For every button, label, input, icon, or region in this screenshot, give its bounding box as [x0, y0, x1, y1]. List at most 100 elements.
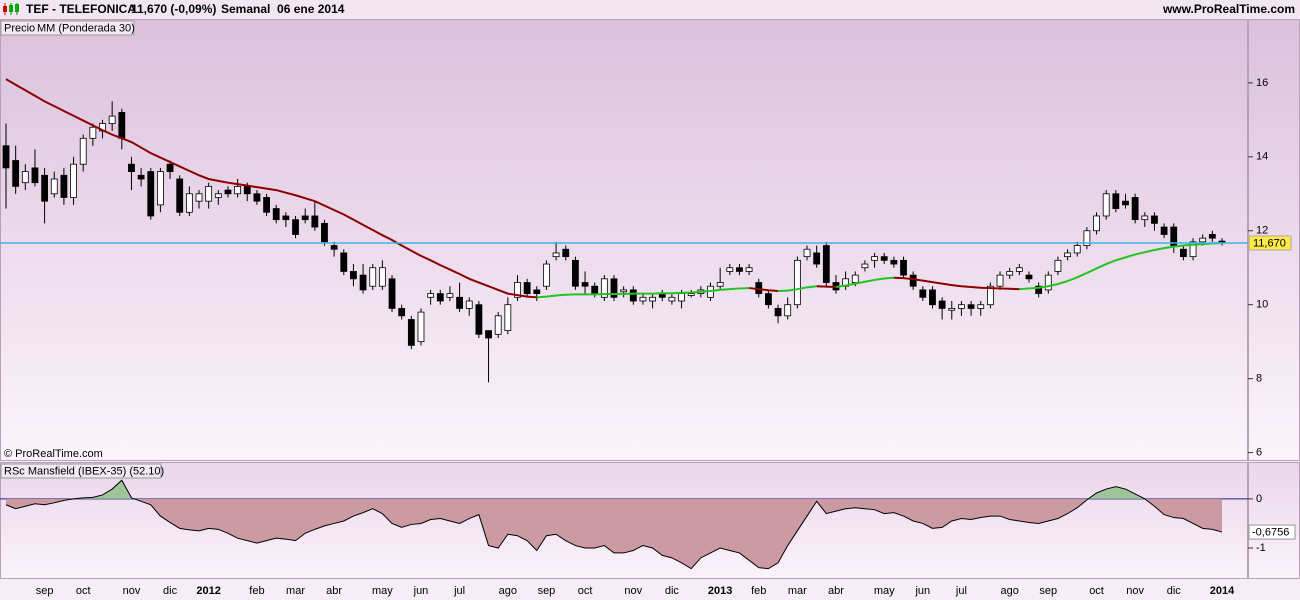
x-tick-label: feb [751, 585, 766, 597]
price-tag-label: 11,670 [1253, 237, 1286, 249]
rsc-title: RSc Mansfield (IBEX-35) (52.10) [4, 465, 164, 477]
price-tag [1248, 235, 1292, 251]
y-tick-label: 14 [1256, 151, 1268, 163]
candle-body [485, 330, 492, 339]
x-tick-label: feb [249, 585, 264, 597]
candle-body [900, 259, 907, 276]
candle-body [938, 300, 946, 309]
candle-body [533, 289, 541, 295]
candle-body [70, 163, 77, 198]
candle-body [41, 174, 49, 202]
candle-body [108, 115, 116, 124]
candle-body [552, 252, 560, 258]
x-tick-label: abr [828, 585, 844, 597]
candle-body [822, 245, 830, 283]
candle-body [475, 304, 483, 335]
candle-body [784, 304, 792, 317]
candle-body [1044, 274, 1052, 291]
last-value-tag [1248, 524, 1296, 540]
candle-body [1054, 259, 1062, 272]
candle-body [263, 197, 270, 213]
candle-body [1199, 237, 1207, 243]
candle-body [427, 293, 435, 298]
candle-body [890, 259, 898, 265]
candle-body [311, 215, 319, 228]
candle-body [562, 248, 570, 258]
area-positive [6, 480, 1222, 499]
moving-average [893, 276, 1020, 291]
candle-body [50, 178, 58, 195]
candle-body [620, 289, 628, 293]
candle-body [851, 274, 859, 283]
x-tick-label: sep [36, 585, 54, 597]
candle-body [417, 311, 425, 343]
candle-body [813, 252, 821, 265]
x-tick-label: sep [1039, 585, 1057, 597]
candle-body [2, 145, 10, 169]
candle-body [340, 252, 348, 272]
candle-body [1170, 226, 1178, 246]
candle-body [716, 282, 724, 287]
candle-body [243, 185, 251, 195]
candle-body [543, 263, 550, 287]
candle-body [639, 296, 647, 302]
x-tick-label: 2013 [708, 585, 732, 597]
candle-body [871, 256, 878, 261]
x-tick-label: may [372, 585, 393, 597]
x-tick-label: 2012 [196, 585, 220, 597]
candle-body [948, 308, 956, 311]
watermark: © ProRealTime.com [4, 448, 103, 460]
candle-body [147, 171, 155, 217]
candle-body [359, 274, 367, 291]
candle-body [407, 319, 415, 346]
x-tick-label: mar [286, 585, 305, 597]
candle-body [301, 215, 309, 221]
candle-body [986, 285, 994, 306]
x-tick-label: oct [76, 585, 91, 597]
candle-body [21, 171, 29, 184]
quote: 11,670 (-0,09%) [131, 2, 216, 16]
candle-body [591, 285, 599, 295]
candle-body [321, 222, 328, 243]
candle-body [514, 282, 521, 298]
candle-body [282, 215, 290, 221]
moving-average [816, 285, 837, 288]
candle-body [214, 193, 222, 198]
header-bar [0, 0, 1300, 19]
candle-body [687, 293, 695, 296]
moving-average [5, 78, 537, 299]
candle-body [929, 289, 936, 306]
candle-body [861, 263, 869, 269]
candle-body [137, 174, 145, 180]
candle-body [195, 193, 203, 202]
candle-body [89, 126, 97, 139]
y-tick-label: 10 [1256, 299, 1268, 311]
x-tick-label: jun [914, 585, 930, 597]
candle-body [1102, 193, 1110, 217]
candle-body [736, 267, 743, 272]
candle-body [1025, 274, 1033, 280]
candle-body [668, 296, 676, 302]
app-icon [3, 3, 19, 15]
candle-body [1112, 193, 1120, 209]
candle-body [350, 271, 357, 280]
x-tick-label: dic [163, 585, 178, 597]
candle-body [330, 245, 338, 250]
candle-body [996, 274, 1004, 287]
legend-box [0, 20, 135, 36]
candle-body [1064, 252, 1071, 258]
candle-body [600, 278, 608, 298]
candle-body [649, 296, 657, 302]
candle-body [494, 315, 502, 335]
candle-body [369, 267, 377, 287]
candle-body [272, 208, 280, 221]
candle-body [1083, 230, 1091, 246]
x-tick-label: nov [123, 585, 141, 597]
candle-body [726, 267, 734, 272]
candle-body [1035, 285, 1043, 295]
candle-body [1141, 215, 1149, 221]
candle-body [1122, 200, 1129, 206]
candle-body [436, 293, 444, 302]
candle-body [456, 296, 463, 309]
